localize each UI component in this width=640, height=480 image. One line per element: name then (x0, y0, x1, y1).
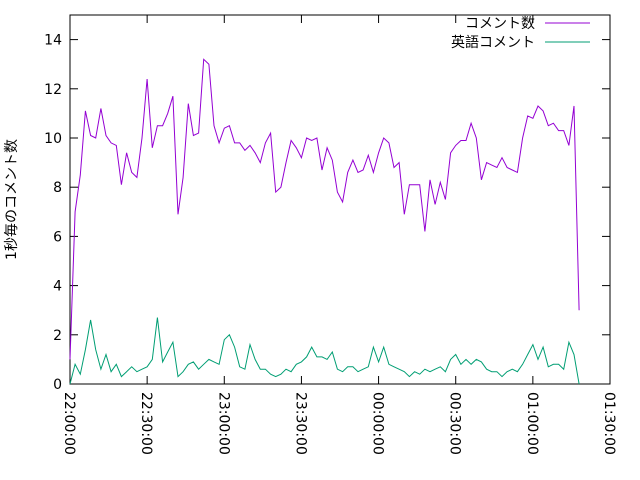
series-line-1 (69, 58, 580, 360)
y-axis-ticks: 0 2 4 6 8 10 12 14 (44, 33, 610, 393)
legend-label: 英語コメント (451, 34, 535, 51)
x-tick-label: 22:00:00 (61, 392, 77, 455)
x-tick-label: 00:00:00 (370, 392, 386, 455)
y-tick-label: 14 (44, 33, 62, 49)
x-tick-label: 22:30:00 (138, 392, 154, 455)
y-tick-label: 6 (53, 229, 62, 245)
x-tick-label: 00:30:00 (447, 392, 463, 455)
x-tick-label: 01:30:00 (601, 392, 617, 455)
series-layer (69, 58, 580, 385)
legend-label: コメント数 (465, 16, 535, 32)
y-tick-label: 10 (44, 131, 62, 147)
plot-frame (69, 14, 611, 385)
y-tick-label: 12 (44, 82, 62, 98)
y-tick-label: 0 (53, 377, 62, 393)
plot-border (69, 14, 611, 385)
y-tick-label: 4 (53, 279, 62, 295)
series-line-2 (69, 317, 580, 385)
x-tick-label: 01:00:00 (524, 392, 540, 455)
y-tick-label: 8 (53, 180, 62, 196)
x-tick-label: 23:30:00 (292, 392, 308, 455)
x-axis-ticks: 22:00:00 22:30:00 23:00:00 23:30:00 00:00:00… (61, 15, 617, 455)
y-tick-label: 2 (53, 328, 62, 344)
x-tick-label: 23:00:00 (215, 392, 231, 455)
y-axis-label: 1秒毎のコメント数 (4, 139, 20, 260)
